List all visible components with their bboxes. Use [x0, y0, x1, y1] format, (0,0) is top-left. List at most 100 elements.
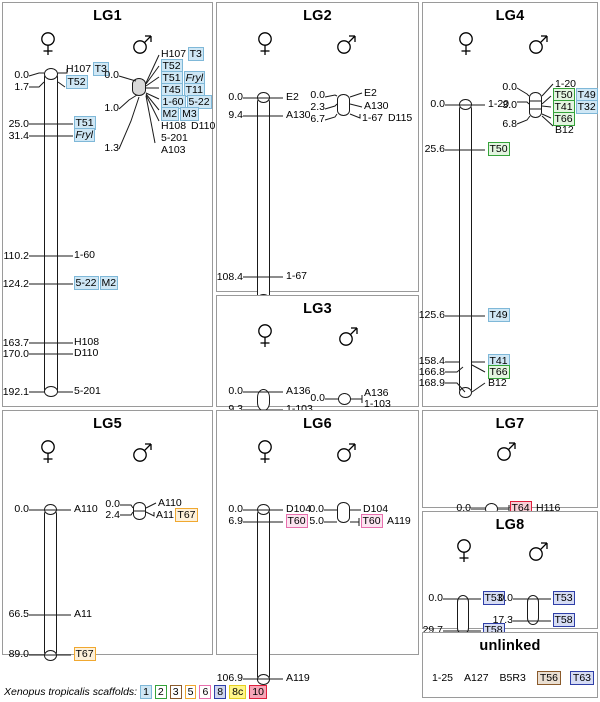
legend-swatch-3: 3: [169, 685, 182, 699]
position-label: 2.3: [310, 101, 325, 113]
panel-title-unlinked: unlinked: [479, 638, 541, 654]
marker-label: T66: [552, 112, 575, 126]
marker-label: T60: [285, 514, 308, 528]
marker-label: E2: [363, 88, 378, 99]
position-label: 0.0: [502, 81, 517, 93]
leader-lines-lg6-female: [243, 509, 283, 680]
leader-lines-lg8-female: [443, 598, 481, 632]
legend-label: Xenopus tropicalis scaffolds:: [4, 686, 138, 698]
marker-name-boxed: T51: [160, 71, 183, 85]
position-label: 17.3: [492, 614, 513, 626]
marker-name-boxed: M3: [180, 107, 199, 121]
position-label: 163.7: [2, 337, 29, 349]
marker-label: A136: [363, 388, 390, 399]
panel-lg2: LG2 0.0 9.4 108.4 120.4 E2 A130 1-67 D: [216, 2, 419, 305]
marker-label: 5-201: [160, 133, 189, 144]
legend-swatch-5: 5: [184, 685, 197, 699]
marker-name: D110: [74, 347, 99, 359]
male-symbol-lg5: [133, 443, 152, 462]
position-label: 0.0: [309, 503, 324, 515]
marker-name-boxed: M2: [99, 276, 119, 290]
position-label: 1.0: [104, 102, 119, 114]
leader-lines-lg4-female: [445, 104, 486, 393]
marker-label: A103: [160, 145, 187, 156]
marker-name: A130: [286, 109, 311, 121]
marker-label: T66: [487, 365, 510, 379]
marker-label: T60 A119: [360, 514, 412, 528]
marker-name-boxed: T56: [536, 671, 561, 685]
marker-name-boxed: T50: [487, 142, 510, 156]
panel-title-lg7: LG7: [495, 416, 525, 432]
marker-name: 1-20: [488, 98, 510, 110]
marker-name-boxed: T45: [160, 83, 183, 97]
leader-lines-lg5-male: [120, 502, 157, 517]
position-label: 0.0: [14, 69, 29, 81]
marker-name-boxed: T11: [183, 83, 205, 97]
position-label: 6.7: [310, 113, 325, 125]
position-label: 0.0: [228, 503, 243, 515]
marker-name-boxed: 5-22: [186, 95, 212, 109]
legend-swatch-1: 1: [140, 685, 152, 699]
marker-label: A130: [363, 101, 390, 112]
position-label: 0.0: [105, 498, 120, 510]
marker-label: B12: [554, 125, 575, 136]
marker-label: T67: [73, 647, 96, 661]
legend-swatch-2: 2: [154, 685, 167, 699]
marker-name-boxed: T63: [569, 671, 594, 685]
marker-name: 5-201: [161, 132, 188, 144]
marker-name-boxed: T67: [175, 508, 198, 522]
panel-lg8: LG8 0.0 29.7 T53 T58: [422, 511, 598, 637]
marker-name: 1-25: [432, 672, 454, 684]
male-symbol-lg3: [339, 327, 358, 346]
marker-label: T45 T11: [160, 83, 205, 97]
leader-lines-lg3-male: [325, 395, 363, 403]
female-symbol-lg8: [457, 539, 471, 562]
marker-name-boxed: T3: [92, 62, 109, 76]
male-symbol-lg1: [133, 35, 152, 54]
telomere-lg4-female: [459, 387, 472, 398]
marker-name: D104: [286, 503, 312, 515]
marker-name-boxed: Fryl: [73, 128, 95, 142]
position-label: 124.2: [2, 278, 29, 290]
panel-title-lg5: LG5: [93, 416, 122, 432]
marker-name-boxed: T60: [285, 514, 308, 528]
male-symbol-lg6: [337, 443, 356, 462]
panel-title-lg1: LG1: [93, 8, 122, 24]
marker-name-boxed: T60: [360, 514, 383, 528]
marker-label: 1-67 D115: [361, 113, 413, 124]
legend-swatch-8c: 8c: [229, 685, 247, 699]
position-label: 3.0: [502, 99, 517, 111]
marker-name: D115: [387, 112, 413, 124]
marker-name: A119: [387, 515, 411, 527]
position-label: 158.4: [418, 355, 445, 367]
panel-lg4: LG4 0.0 25.6: [419, 2, 598, 407]
marker-name-boxed: T67: [73, 647, 96, 661]
position-label: 0.0: [14, 503, 29, 515]
marker-label: 1-20: [487, 99, 510, 110]
marker-label: Fryl: [73, 128, 96, 142]
marker-name-boxed: T41: [552, 100, 575, 114]
marker-name-boxed: T53: [482, 591, 505, 605]
marker-name-boxed: 1-60: [160, 95, 186, 109]
marker-label: T53: [482, 591, 505, 605]
marker-label: T53: [552, 591, 575, 605]
panel-title-lg3: LG3: [303, 301, 332, 317]
marker-label: 1-60 5-22: [160, 95, 212, 109]
position-label: 66.5: [8, 608, 29, 620]
position-label: 170.0: [2, 348, 29, 360]
position-label: 0.0: [310, 89, 325, 101]
marker-name-boxed: T52: [160, 59, 183, 73]
marker-label: A11 T67: [155, 508, 198, 522]
marker-name: A110: [158, 497, 182, 509]
position-label: 25.6: [424, 143, 445, 155]
marker-label: A110: [157, 498, 183, 509]
marker-label: 5-22 M2: [73, 276, 119, 290]
marker-label: H108: [73, 337, 100, 348]
marker-name: H107: [161, 48, 187, 60]
marker-name: 1-20: [555, 78, 577, 90]
marker-label: D110: [73, 348, 99, 359]
centromere-lg1-female: [44, 68, 58, 80]
marker-name: 1-67: [286, 270, 308, 282]
leader-lines-lg6-male: [324, 509, 361, 526]
marker-label: H107 T3: [65, 62, 109, 76]
